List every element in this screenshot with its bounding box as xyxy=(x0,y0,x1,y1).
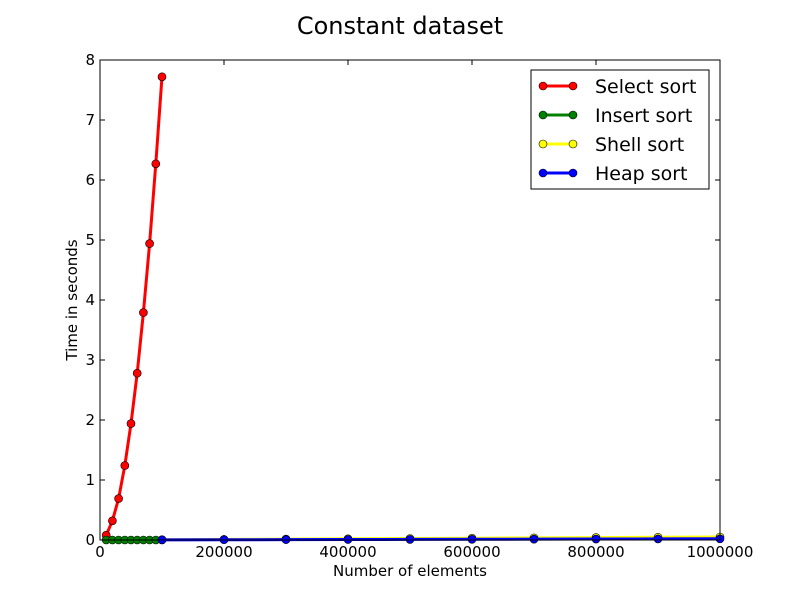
y-tick-label: 8 xyxy=(85,51,95,69)
heap-sort-point xyxy=(591,534,601,544)
heap-sort-point xyxy=(467,534,477,544)
chart-title: Constant dataset xyxy=(297,12,503,40)
heap-sort-point xyxy=(405,535,415,544)
x-axis-label: Number of elements xyxy=(333,562,487,580)
x-tick-label: 1000000 xyxy=(687,543,754,561)
legend-marker-heap-sort xyxy=(538,168,548,178)
y-tick-label: 7 xyxy=(85,111,95,129)
legend-marker-heap-sort xyxy=(568,168,578,178)
legend-label-select-sort: Select sort xyxy=(595,76,696,98)
select-sort-point xyxy=(108,516,117,526)
plot-frame xyxy=(99,59,721,541)
axis-ticks: 0 200000 400000 600000 800000 1000000 0 1 2 3 4 5 6 7… xyxy=(85,51,753,561)
legend-marker-shell-sort xyxy=(538,139,548,149)
select-sort-point xyxy=(139,308,148,317)
select-sort-point xyxy=(151,159,161,169)
x-tick-label: 0 xyxy=(95,543,105,561)
legend-label-insert-sort: Insert sort xyxy=(595,105,692,127)
x-tick-label: 200000 xyxy=(195,543,252,561)
y-tick-label: 4 xyxy=(85,291,95,309)
x-tick-label: 400000 xyxy=(319,543,376,561)
legend-box xyxy=(530,69,710,190)
select-sort-point xyxy=(120,461,130,470)
y-tick-label: 5 xyxy=(85,231,95,249)
legend-marker-select-sort xyxy=(538,81,548,91)
select-sort-point xyxy=(114,494,123,503)
select-sort-point xyxy=(132,368,142,378)
x-tick-label: 600000 xyxy=(443,543,500,561)
legend-marker-insert-sort xyxy=(568,110,578,120)
select-sort-point xyxy=(126,419,136,428)
y-tick-label: 0 xyxy=(85,531,95,549)
legend-marker-shell-sort xyxy=(568,139,578,149)
select-sort-point xyxy=(145,239,154,248)
x-tick-label: 800000 xyxy=(567,543,624,561)
heap-sort-point xyxy=(529,534,539,544)
select-sort-point xyxy=(157,72,167,82)
y-tick-label: 3 xyxy=(85,351,95,369)
select-sort-line xyxy=(104,76,164,536)
y-axis-label: Time in seconds xyxy=(63,239,81,361)
y-tick-label: 6 xyxy=(85,171,95,189)
legend-label-shell-sort: Shell sort xyxy=(595,134,684,156)
legend-marker-insert-sort xyxy=(538,110,548,120)
y-tick-label: 1 xyxy=(85,471,95,489)
legend: Select sort Insert sort Shell sort Heap sor… xyxy=(530,69,710,190)
legend-label-heap-sort: Heap sort xyxy=(595,163,688,185)
series-select-sort xyxy=(101,72,167,540)
y-tick-label: 2 xyxy=(85,411,95,429)
heap-sort-point xyxy=(653,534,663,544)
legend-marker-select-sort xyxy=(568,81,578,91)
